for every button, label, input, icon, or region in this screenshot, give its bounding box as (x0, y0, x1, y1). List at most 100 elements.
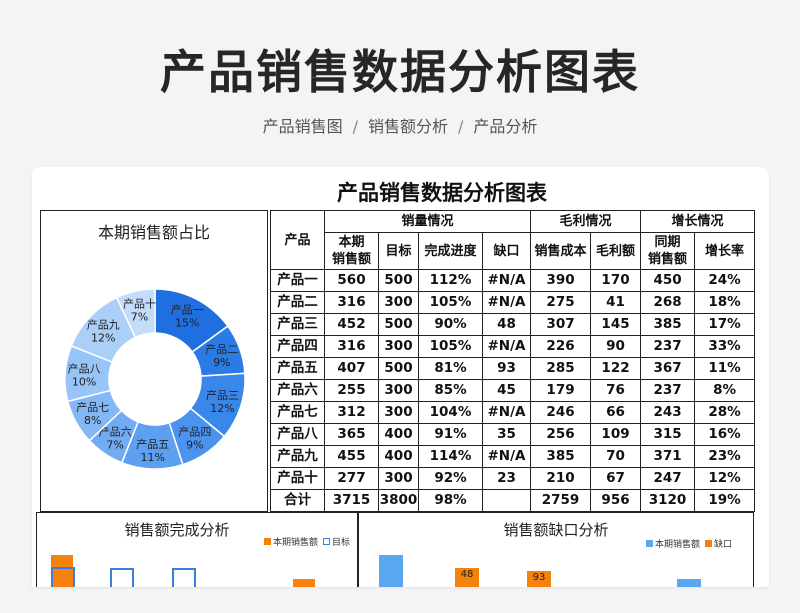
completion-bars (51, 555, 315, 587)
table-cell: 90 (590, 335, 642, 358)
table-cell: 956 (590, 489, 642, 512)
table-cell: 91% (418, 423, 483, 446)
subheader-cell: 目标 (378, 232, 419, 270)
table-cell: 66 (590, 401, 642, 424)
bar-sales-1 (379, 555, 403, 587)
gap-chart-panel: 销售额缺口分析 本期销售额 缺口 48 93 (358, 512, 754, 587)
pie-slice-percent-label: 11% (141, 451, 165, 464)
legend-label-gap: 缺口 (714, 540, 733, 550)
row-label-cell: 产品六 (270, 379, 325, 402)
table-cell: 8% (694, 379, 756, 402)
table-cell: 365 (324, 423, 379, 446)
subheader-cell: 同期 销售额 (640, 232, 696, 270)
table-cell: 18% (694, 291, 756, 314)
subheader-cell: 缺口 (481, 232, 532, 270)
pie-slice-category-label: 产品三 (206, 388, 239, 402)
table-cell: 170 (590, 269, 642, 292)
bar-gap-5 (527, 571, 551, 587)
pie-slice-percent-label: 7% (106, 439, 123, 452)
table-cell: 67 (590, 467, 642, 490)
breadcrumb-separator: / (458, 117, 464, 136)
gap-bars: 48 93 (379, 555, 701, 587)
legend-swatch-sales (264, 538, 271, 545)
table-cell: #N/A (481, 269, 532, 292)
table-cell: 300 (378, 401, 419, 424)
breadcrumb-item-3[interactable]: 产品分析 (473, 117, 538, 136)
row-label-cell: 产品九 (270, 445, 325, 468)
sales-table: 产品 销量情况 毛利情况 增长情况 本期 销售额 目标 完成进度 缺口 销售成本 毛利额同… (270, 210, 756, 512)
table-cell: 90% (418, 313, 483, 336)
legend-swatch-target (323, 538, 331, 545)
completion-chart-legend: 本期销售额 目标 (259, 535, 350, 548)
pie-slice-category-label: 产品六 (99, 425, 132, 439)
row-label-cell: 产品二 (270, 291, 325, 314)
table-cell: 237 (640, 379, 696, 402)
data-label-gap-5: 93 (533, 572, 546, 583)
table-cell: 122 (590, 357, 642, 380)
pie-slice-percent-label: 9% (213, 356, 230, 369)
breadcrumb-item-1[interactable]: 产品销售图 (262, 117, 343, 136)
table-cell: 560 (324, 269, 379, 292)
header-growth-group: 增长情况 (640, 210, 756, 233)
table-cell: 268 (640, 291, 696, 314)
pie-slice-percent-label: 7% (131, 311, 148, 324)
sheet-title: 产品销售数据分析图表 (337, 181, 547, 205)
row-label-cell: 产品十 (270, 467, 325, 490)
table-cell: 246 (530, 401, 592, 424)
table-cell: 450 (640, 269, 696, 292)
table-cell: 3800 (378, 489, 419, 512)
table-cell: 256 (530, 423, 592, 446)
pie-slice-category-label: 产品八 (68, 362, 101, 376)
table-cell: 179 (530, 379, 592, 402)
header-product: 产品 (270, 210, 325, 270)
legend-label-sales: 本期销售额 (655, 540, 701, 550)
table-cell: 109 (590, 423, 642, 446)
table-cell: 307 (530, 313, 592, 336)
table-cell: 3120 (640, 489, 696, 512)
row-label-cell: 产品四 (270, 335, 325, 358)
table-cell: #N/A (481, 445, 532, 468)
subheader-cell: 完成进度 (418, 232, 483, 270)
subheader-cell: 本期 销售额 (324, 232, 379, 270)
table-cell: 92% (418, 467, 483, 490)
table-cell: 226 (530, 335, 592, 358)
table-cell: 23% (694, 445, 756, 468)
pie-slice-category-label: 产品二 (205, 342, 238, 356)
table-cell: 237 (640, 335, 696, 358)
legend-label-target: 目标 (332, 538, 351, 548)
header-sales-group: 销量情况 (323, 210, 532, 233)
table-cell: 35 (481, 423, 532, 446)
table-cell: 300 (378, 291, 419, 314)
data-label-gap-3: 48 (461, 569, 474, 580)
pie-slice-category-label: 产品五 (136, 437, 169, 451)
pie-slice-percent-label: 9% (186, 439, 203, 452)
table-cell: 81% (418, 357, 483, 380)
table-cell: 24% (694, 269, 756, 292)
table-cell: 93 (481, 357, 532, 380)
table-cell: 400 (378, 445, 419, 468)
pie-slice-percent-label: 15% (175, 317, 199, 330)
table-cell: 300 (378, 379, 419, 402)
table-cell: #N/A (481, 401, 532, 424)
pie-slice-category-label: 产品九 (87, 317, 120, 331)
pie-slice-percent-label: 12% (91, 331, 115, 344)
table-cell: 277 (324, 467, 379, 490)
table-cell: 12% (694, 467, 756, 490)
legend-swatch-sales (646, 540, 653, 547)
table-cell: 28% (694, 401, 756, 424)
table-cell: 11% (694, 357, 756, 380)
bar-sales-1 (51, 555, 73, 587)
table-cell: 85% (418, 379, 483, 402)
table-cell: 385 (640, 313, 696, 336)
pie-slice-category-label: 产品一 (171, 303, 204, 317)
table-row: 产品四 316 300 105% #N/A 226 90 237 33% (270, 335, 756, 358)
table-cell: 19% (694, 489, 756, 512)
table-cell: 48 (481, 313, 532, 336)
table-cell: 452 (324, 313, 379, 336)
table-cell: 23 (481, 467, 532, 490)
bar-sales-5 (293, 579, 315, 587)
table-cell (481, 489, 532, 512)
table-cell: 114% (418, 445, 483, 468)
breadcrumb-item-2[interactable]: 销售额分析 (367, 117, 448, 136)
pie-slice (115, 288, 156, 339)
